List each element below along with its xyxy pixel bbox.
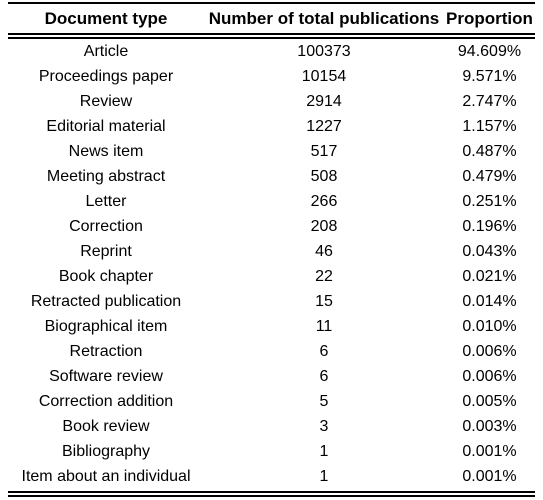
publication-count-cell: 1 xyxy=(319,467,329,485)
table-row: Reprint 46 0.043% xyxy=(8,239,535,264)
header-number-of-publications: Number of total publications xyxy=(208,8,440,28)
table-row: Correction 208 0.196% xyxy=(8,214,535,239)
proportion-cell: 0.487% xyxy=(462,142,517,160)
table-row: Editorial material 1227 1.157% xyxy=(8,114,535,139)
header-document-type: Document type xyxy=(44,8,168,28)
header-rule-upper xyxy=(8,33,535,35)
proportion-cell: 1.157% xyxy=(462,117,517,135)
proportion-cell: 0.006% xyxy=(462,367,517,385)
document-type-cell: Proceedings paper xyxy=(38,67,174,85)
publication-count-cell: 208 xyxy=(310,217,338,235)
table-row: Retraction 6 0.006% xyxy=(8,339,535,364)
header-proportion: Proportion xyxy=(446,8,533,28)
table-row: Proceedings paper 10154 9.571% xyxy=(8,64,535,89)
proportion-cell: 0.251% xyxy=(462,192,517,210)
proportion-cell: 2.747% xyxy=(462,92,517,110)
table-row: Biographical item 11 0.010% xyxy=(8,314,535,339)
table-row: Correction addition 5 0.005% xyxy=(8,389,535,414)
document-type-table: Document type Number of total publicatio… xyxy=(8,4,535,489)
table-row: Letter 266 0.251% xyxy=(8,189,535,214)
proportion-cell: 0.006% xyxy=(462,342,517,360)
table-row: News item 517 0.487% xyxy=(8,139,535,164)
publication-count-cell: 1 xyxy=(319,442,329,460)
document-type-cell: Biographical item xyxy=(44,317,168,335)
document-type-cell: Reprint xyxy=(80,242,132,260)
document-type-cell: Correction addition xyxy=(38,392,174,410)
table-row: Item about an individual 1 0.001% xyxy=(8,464,535,489)
proportion-cell: 0.001% xyxy=(462,467,517,485)
document-type-cell: Meeting abstract xyxy=(46,167,166,185)
document-type-cell: Book chapter xyxy=(58,267,154,285)
document-type-cell: Retraction xyxy=(69,342,143,360)
bottom-rule-upper xyxy=(8,491,535,493)
table-row: Software review 6 0.006% xyxy=(8,364,535,389)
publication-count-cell: 100373 xyxy=(297,42,351,60)
document-type-cell: Bibliography xyxy=(61,442,151,460)
publication-count-cell: 5 xyxy=(319,392,329,410)
document-type-cell: News item xyxy=(68,142,144,160)
document-type-cell: Review xyxy=(79,92,133,110)
proportion-cell: 0.021% xyxy=(462,267,517,285)
table-row: Meeting abstract 508 0.479% xyxy=(8,164,535,189)
proportion-cell: 94.609% xyxy=(457,42,522,60)
publication-count-cell: 2914 xyxy=(306,92,342,110)
publication-count-cell: 3 xyxy=(319,417,329,435)
publication-count-cell: 11 xyxy=(315,317,333,335)
table-row: Review 2914 2.747% xyxy=(8,89,535,114)
table-body: Article 100373 94.609% Proceedings paper 101… xyxy=(8,33,535,489)
proportion-cell: 0.010% xyxy=(462,317,517,335)
publication-count-cell: 508 xyxy=(310,167,338,185)
publication-count-cell: 15 xyxy=(315,292,333,310)
document-type-cell: Article xyxy=(83,42,129,60)
publication-count-cell: 266 xyxy=(310,192,338,210)
publication-count-cell: 1227 xyxy=(306,117,342,135)
document-type-cell: Letter xyxy=(85,192,127,210)
bottom-rule-lower xyxy=(8,495,535,497)
table-row: Bibliography 1 0.001% xyxy=(8,439,535,464)
document-type-cell: Editorial material xyxy=(46,117,166,135)
table-header: Document type Number of total publicatio… xyxy=(8,4,535,33)
publication-count-cell: 6 xyxy=(319,342,329,360)
table-row: Book chapter 22 0.021% xyxy=(8,264,535,289)
document-type-cell: Correction xyxy=(69,217,143,235)
proportion-cell: 0.014% xyxy=(462,292,517,310)
document-type-cell: Item about an individual xyxy=(21,467,191,485)
publication-count-cell: 22 xyxy=(315,267,333,285)
header-rule-lower xyxy=(8,37,535,39)
table-row: Retracted publication 15 0.014% xyxy=(8,289,535,314)
proportion-cell: 0.196% xyxy=(462,217,517,235)
document-type-cell: Software review xyxy=(49,367,163,385)
document-type-cell: Retracted publication xyxy=(30,292,182,310)
proportion-cell: 0.005% xyxy=(462,392,517,410)
proportion-cell: 9.571% xyxy=(462,67,517,85)
proportion-cell: 0.001% xyxy=(462,442,517,460)
publication-count-cell: 46 xyxy=(315,242,333,260)
table-row: Article 100373 94.609% xyxy=(8,39,535,64)
publication-count-cell: 6 xyxy=(319,367,329,385)
proportion-cell: 0.479% xyxy=(462,167,517,185)
header-row: Document type Number of total publicatio… xyxy=(8,4,535,33)
document-type-cell: Book review xyxy=(62,417,150,435)
publication-count-cell: 10154 xyxy=(301,67,347,85)
publication-count-cell: 517 xyxy=(310,142,338,160)
top-rule xyxy=(8,2,535,4)
proportion-cell: 0.043% xyxy=(462,242,517,260)
table-row: Book review 3 0.003% xyxy=(8,414,535,439)
proportion-cell: 0.003% xyxy=(462,417,517,435)
